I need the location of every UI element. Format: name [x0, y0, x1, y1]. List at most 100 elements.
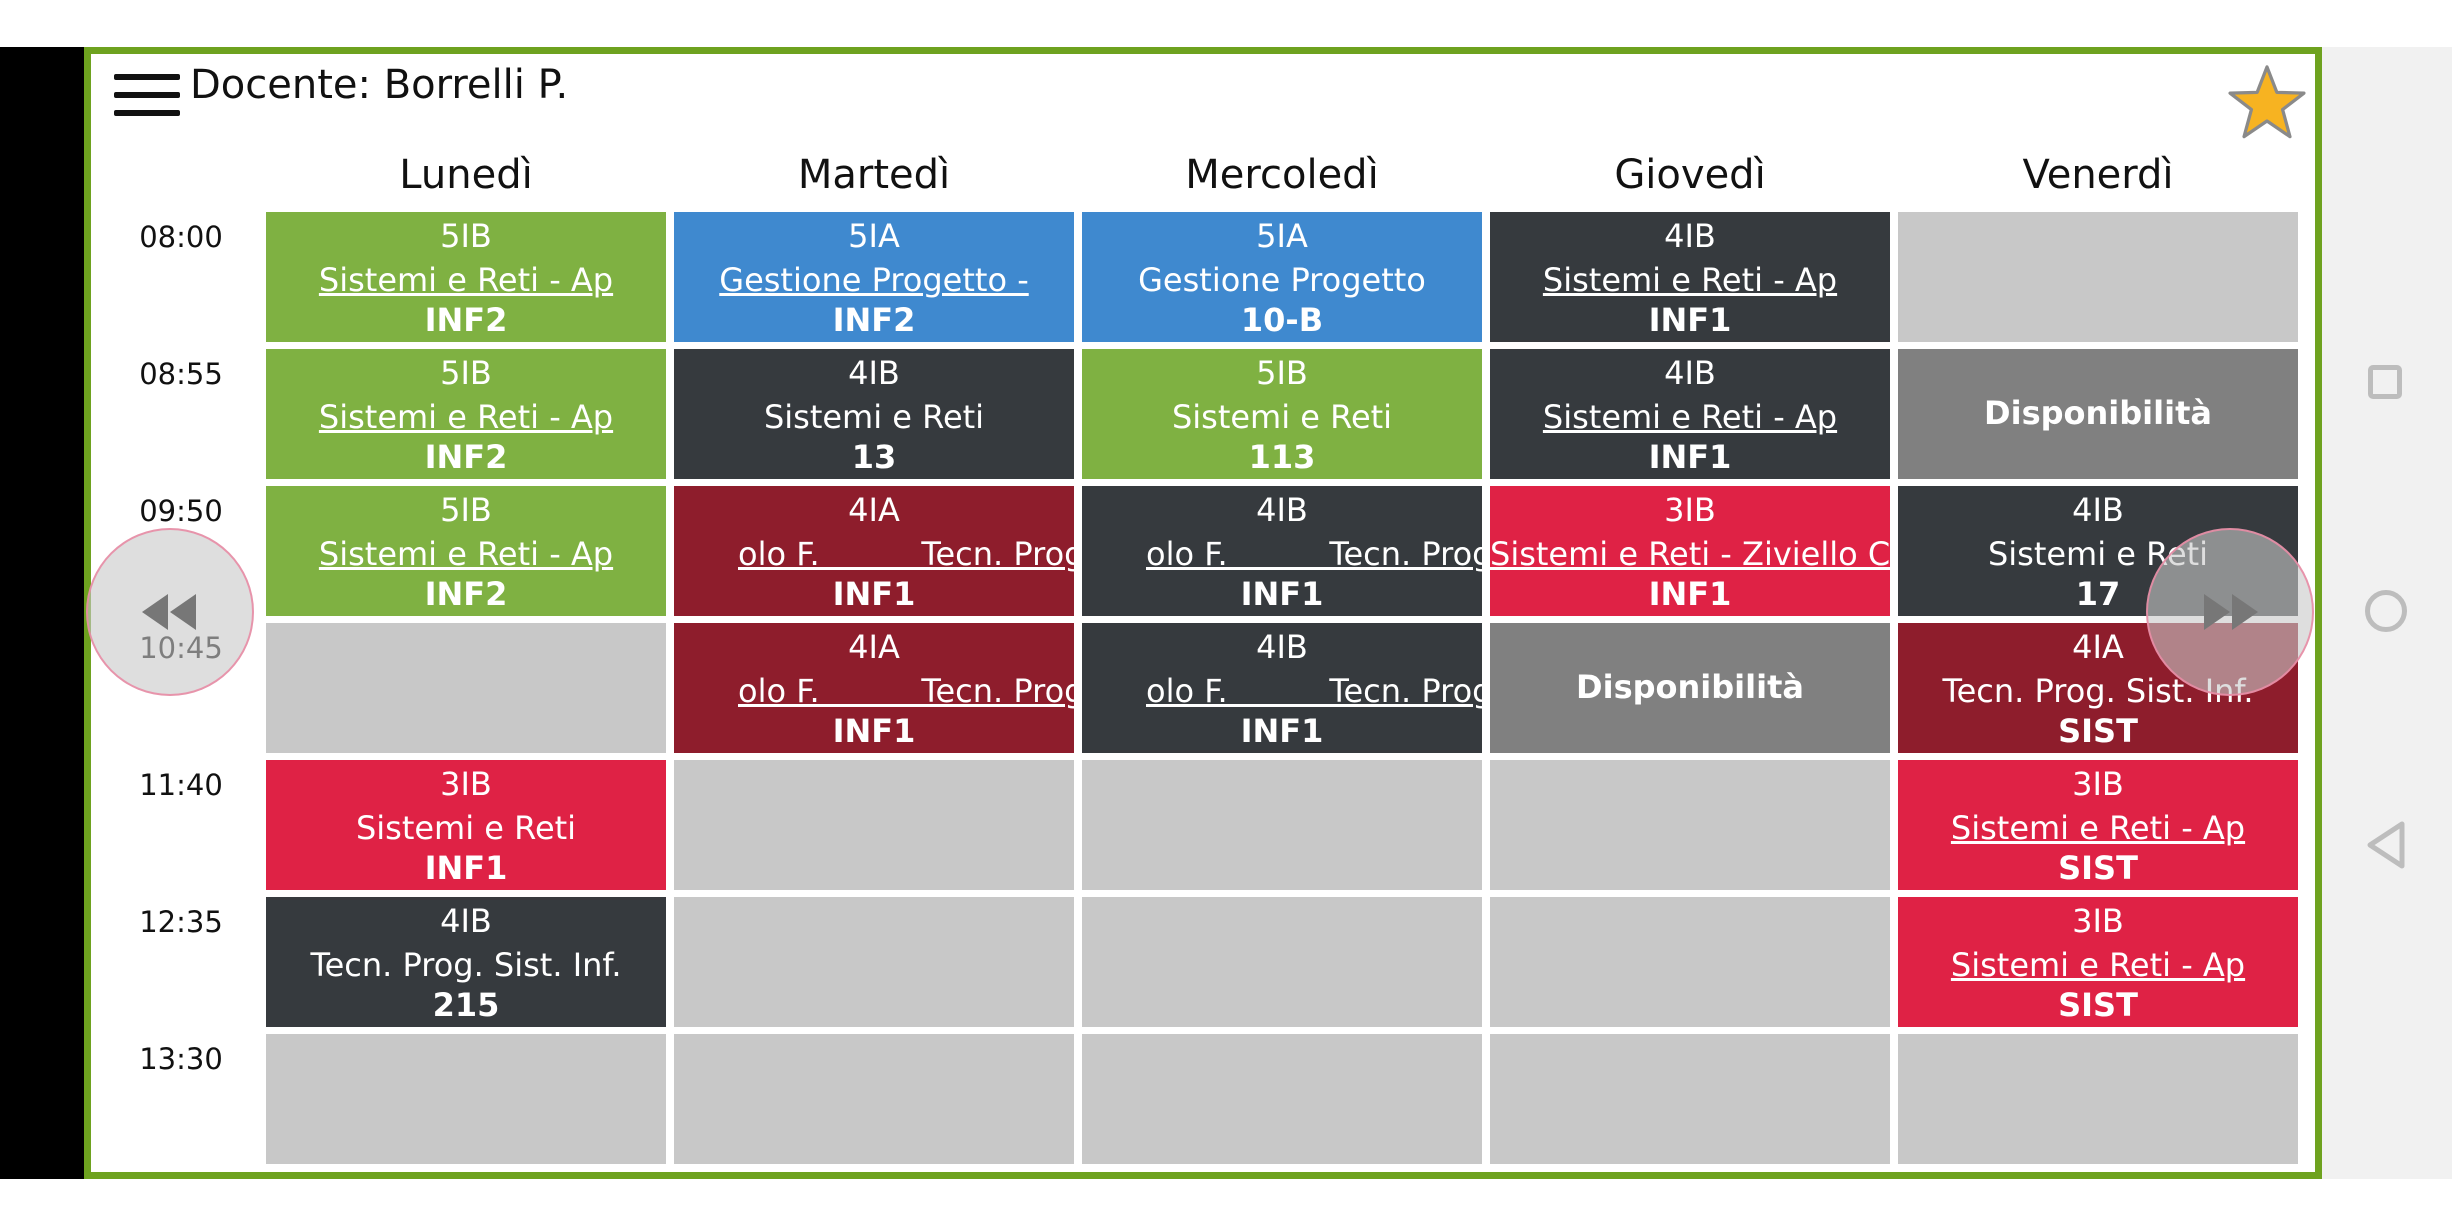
- lesson-slot[interactable]: 4IB olo F. Tecn. Prog. INF1: [1082, 623, 1482, 753]
- time-label: 09:50: [139, 494, 223, 528]
- class-name: 4IA: [848, 491, 900, 529]
- class-name: 4IB: [1664, 354, 1716, 392]
- lesson-slot[interactable]: 4IB Sistemi e Reti 13: [674, 349, 1074, 479]
- subject-name[interactable]: Sistemi e Reti - Ap: [1542, 261, 1838, 299]
- room-name: INF1: [1648, 438, 1732, 476]
- empty-slot[interactable]: [674, 1034, 1074, 1164]
- room-name: 13: [851, 438, 897, 476]
- lesson-slot[interactable]: 5IA Gestione Progetto - INF2: [674, 212, 1074, 342]
- empty-slot[interactable]: [1490, 897, 1890, 1027]
- room-name: INF2: [424, 438, 508, 476]
- home-icon[interactable]: [2365, 590, 2407, 632]
- previous-week-button[interactable]: [86, 528, 254, 696]
- empty-slot[interactable]: [1898, 212, 2298, 342]
- room-name: INF1: [1240, 575, 1324, 613]
- lesson-slot[interactable]: 4IB Tecn. Prog. Sist. Inf. 215: [266, 897, 666, 1027]
- class-name: 5IB: [440, 491, 492, 529]
- empty-slot[interactable]: [1898, 1034, 2298, 1164]
- empty-slot[interactable]: [674, 897, 1074, 1027]
- subject-name[interactable]: Sistemi e Reti - Ap: [318, 261, 614, 299]
- empty-slot[interactable]: [266, 623, 666, 753]
- lesson-slot[interactable]: 5IB Sistemi e Reti - Ap INF2: [266, 212, 666, 342]
- lesson-slot[interactable]: 3IB Sistemi e Reti - Ap SIST: [1898, 897, 2298, 1027]
- back-icon[interactable]: [2364, 820, 2408, 870]
- lesson-slot[interactable]: 4IB olo F. Tecn. Prog. INF1: [1082, 486, 1482, 616]
- day-header: Mercoledì: [1185, 152, 1379, 198]
- subject-name[interactable]: Gestione Progetto -: [719, 261, 1029, 299]
- room-name: INF2: [424, 575, 508, 613]
- class-name: 3IB: [1664, 491, 1716, 529]
- room-name: INF2: [832, 301, 916, 339]
- room-name: 215: [432, 986, 500, 1024]
- room-name: 113: [1248, 438, 1316, 476]
- empty-slot[interactable]: [1490, 760, 1890, 890]
- class-name: 5IA: [848, 217, 900, 255]
- subject-name: Sistemi e Reti: [763, 398, 985, 436]
- room-name: INF1: [832, 712, 916, 750]
- empty-slot[interactable]: [1490, 1034, 1890, 1164]
- subject-name: Tecn. Prog. Sist. Inf.: [310, 946, 622, 984]
- subject-name[interactable]: olo F. Tecn. Prog.: [738, 535, 1074, 573]
- subject-name[interactable]: Sistemi e Reti - Ap: [318, 398, 614, 436]
- lesson-slot[interactable]: 3IB Sistemi e Reti - Ap SIST: [1898, 760, 2298, 890]
- class-name: 3IB: [440, 765, 492, 803]
- room-name: SIST: [2058, 712, 2138, 750]
- room-name: 17: [2075, 575, 2121, 613]
- room-name: INF2: [424, 301, 508, 339]
- room-name: SIST: [2058, 849, 2138, 887]
- availability-slot[interactable]: Disponibilità: [1490, 623, 1890, 753]
- recent-apps-icon[interactable]: [2368, 365, 2402, 399]
- lesson-slot[interactable]: 5IA Gestione Progetto 10-B: [1082, 212, 1482, 342]
- availability-slot[interactable]: Disponibilità: [1898, 349, 2298, 479]
- subject-name: Sistemi e Reti: [1171, 398, 1393, 436]
- class-name: 5IA: [1256, 217, 1308, 255]
- next-week-button[interactable]: [2146, 528, 2314, 696]
- class-name: 3IB: [2072, 902, 2124, 940]
- lesson-slot[interactable]: 3IB Sistemi e Reti INF1: [266, 760, 666, 890]
- subject-name[interactable]: Sistemi e Reti - Ap: [318, 535, 614, 573]
- class-name: 4IB: [848, 354, 900, 392]
- subject-name[interactable]: Sistemi e Reti - Ap: [1542, 398, 1838, 436]
- empty-slot[interactable]: [266, 1034, 666, 1164]
- day-header: Martedì: [797, 152, 951, 198]
- fast-forward-icon: [2204, 594, 2258, 630]
- empty-slot[interactable]: [1082, 760, 1482, 890]
- class-name: 4IA: [848, 628, 900, 666]
- lesson-slot[interactable]: 4IB Sistemi e Reti - Ap INF1: [1490, 212, 1890, 342]
- subject-name[interactable]: Sistemi e Reti - Ziviello C.: [1490, 535, 1890, 573]
- room-name: INF1: [1240, 712, 1324, 750]
- status-bar-area: [0, 0, 2452, 47]
- class-name: 5IB: [440, 217, 492, 255]
- time-label: 11:40: [139, 768, 223, 802]
- lesson-slot[interactable]: 4IA olo F. Tecn. Prog. INF1: [674, 623, 1074, 753]
- day-header: Venerdì: [2022, 152, 2174, 198]
- lesson-slot[interactable]: 3IB Sistemi e Reti - Ziviello C. INF1: [1490, 486, 1890, 616]
- subject-name[interactable]: olo F. Tecn. Prog.: [1146, 535, 1482, 573]
- subject-name[interactable]: Sistemi e Reti - Ap: [1950, 809, 2246, 847]
- class-name: 3IB: [2072, 765, 2124, 803]
- star-icon[interactable]: [2226, 62, 2308, 144]
- hamburger-menu-icon[interactable]: [114, 74, 180, 116]
- lesson-slot[interactable]: 5IB Sistemi e Reti 113: [1082, 349, 1482, 479]
- room-name: INF1: [424, 849, 508, 887]
- empty-slot[interactable]: [1082, 1034, 1482, 1164]
- empty-slot[interactable]: [674, 760, 1074, 890]
- subject-name: Gestione Progetto: [1138, 261, 1426, 299]
- lesson-slot[interactable]: 5IB Sistemi e Reti - Ap INF2: [266, 486, 666, 616]
- subject-name: Sistemi e Reti: [355, 809, 577, 847]
- subject-name[interactable]: Sistemi e Reti - Ap: [1950, 946, 2246, 984]
- time-label: 12:35: [139, 905, 223, 939]
- class-name: 4IB: [440, 902, 492, 940]
- availability-label: Disponibilità: [1984, 394, 2212, 432]
- lesson-slot[interactable]: 4IA olo F. Tecn. Prog. INF1: [674, 486, 1074, 616]
- empty-slot[interactable]: [1082, 897, 1482, 1027]
- class-name: 5IB: [1256, 354, 1308, 392]
- rewind-icon: [142, 594, 196, 630]
- subject-name[interactable]: olo F. Tecn. Prog.: [738, 672, 1074, 710]
- room-name: INF1: [1648, 301, 1732, 339]
- time-label: 13:30: [139, 1042, 223, 1076]
- subject-name[interactable]: olo F. Tecn. Prog.: [1146, 672, 1482, 710]
- room-name: INF1: [832, 575, 916, 613]
- lesson-slot[interactable]: 5IB Sistemi e Reti - Ap INF2: [266, 349, 666, 479]
- lesson-slot[interactable]: 4IB Sistemi e Reti - Ap INF1: [1490, 349, 1890, 479]
